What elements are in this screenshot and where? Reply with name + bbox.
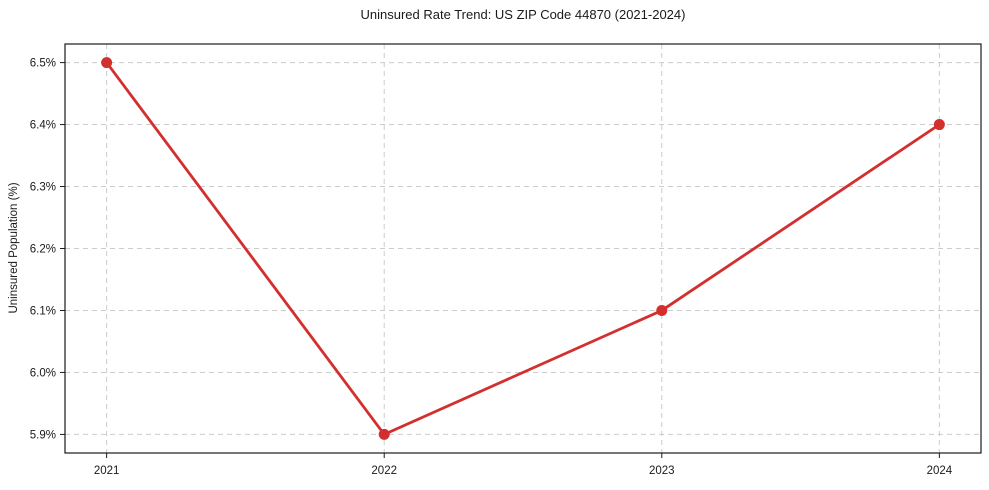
trend-line xyxy=(105,61,941,437)
x-tick-label: 2022 xyxy=(371,465,397,477)
y-tick-label: 6.2% xyxy=(30,244,56,256)
y-tick-label: 6.4% xyxy=(30,120,56,132)
y-tick-label: 5.9% xyxy=(30,429,56,441)
y-tick-label: 6.3% xyxy=(30,182,56,194)
chart-title: Uninsured Rate Trend: US ZIP Code 44870 … xyxy=(360,7,686,22)
x-tick-label: 2023 xyxy=(649,465,675,477)
x-tick-label: 2024 xyxy=(927,465,953,477)
x-tick-label: 2021 xyxy=(94,465,120,477)
data-point-marker xyxy=(933,119,945,131)
data-point-marker xyxy=(101,57,113,69)
y-tick-label: 6.1% xyxy=(30,305,56,317)
y-tick-label: 6.0% xyxy=(30,367,56,379)
data-point-marker xyxy=(378,428,390,440)
data-point-marker xyxy=(656,304,668,316)
y-tick-label: 6.5% xyxy=(30,58,56,70)
